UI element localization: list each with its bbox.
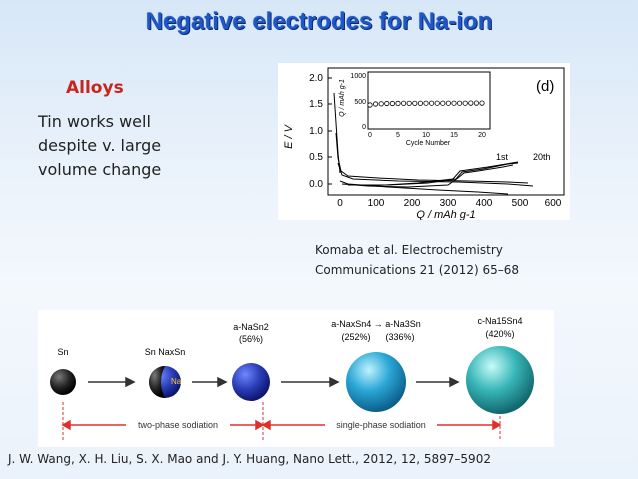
- inset-y-tick: 0: [362, 124, 366, 131]
- nasn2-sphere: [232, 363, 270, 401]
- single-phase-label: single-phase sodiation: [336, 420, 426, 430]
- inset-data-point: [412, 100, 418, 106]
- voltage-profile-figure: E / V 2.0 1.5 1.0 0.5 0.0 0 100 200 300 …: [278, 63, 570, 221]
- x-tick: 300: [440, 198, 457, 209]
- inset-data-point: [451, 100, 457, 106]
- inset-data-point: [468, 100, 474, 106]
- body-text: Tin works well despite v. large volume c…: [38, 110, 198, 182]
- inset-data-point: [457, 100, 463, 106]
- inset-x-tick: 10: [422, 132, 430, 139]
- x-tick: 200: [404, 198, 421, 209]
- inset-plot: Q / mAh g-1 1000 500 0 0 5 10 15 20 Cycl…: [339, 71, 491, 147]
- panel-label: (d): [536, 78, 554, 95]
- na3sn-sphere: [346, 352, 406, 412]
- inset-data-point: [395, 100, 401, 107]
- inset-data-point: [401, 100, 407, 106]
- reference-komaba: Komaba et al. Electrochemistry Communica…: [315, 240, 519, 280]
- reference-line: Communications 21 (2012) 65–68: [315, 263, 519, 277]
- phase-labels: Sn Sn NaxSn a-NaSn2 (56%) a-NaxSn4 → a-N…: [57, 316, 522, 357]
- y-tick: 1.0: [309, 126, 323, 137]
- x-tick: 500: [512, 198, 529, 209]
- y-tick: 0.0: [309, 179, 323, 190]
- y-ticks: 2.0 1.5 1.0 0.5 0.0: [309, 73, 323, 190]
- phase-label-naxsn4-na3sn: a-NaxSn4 → a-Na3Sn: [331, 319, 421, 329]
- x-ticks: 0 100 200 300 400 500 600: [337, 198, 562, 209]
- label-bg: [126, 418, 230, 431]
- expansion-label: (56%): [239, 334, 263, 344]
- expansion-label: (336%): [385, 332, 414, 342]
- x-tick: 400: [476, 198, 493, 209]
- phase-label-na15sn4: c-Na15Sn4: [477, 316, 522, 326]
- inset-data-point: [462, 100, 468, 106]
- x-axis-label: Q / mAh g-1: [416, 209, 475, 220]
- charge-discharge-curves: [333, 92, 534, 195]
- reference-line: Komaba et al. Electrochemistry: [315, 243, 503, 257]
- inset-data-point: [423, 100, 429, 106]
- inset-y-tick: 1000: [350, 73, 366, 80]
- na-inner-label: Na: [171, 377, 182, 386]
- inset-data-point: [367, 102, 373, 108]
- body-line: despite v. large: [38, 136, 162, 155]
- sodiation-figure: Sn Sn NaxSn a-NaSn2 (56%) a-NaxSn4 → a-N…: [38, 310, 554, 447]
- slide-title: Negative electrodes for Na-ion: [145, 8, 493, 35]
- x-tick: 100: [368, 198, 385, 209]
- x-tick: 600: [545, 198, 562, 209]
- inset-data-point: [440, 100, 446, 106]
- y-tick: 2.0: [309, 73, 323, 84]
- inset-data-point: [473, 100, 479, 106]
- inset-data-point: [373, 101, 379, 107]
- process-arrows: [88, 376, 460, 388]
- cycle-label-20th: 20th: [533, 152, 551, 162]
- inset-y-label: Q / mAh g-1: [339, 79, 346, 117]
- expansion-label: (252%): [341, 332, 370, 342]
- inset-data-point: [389, 100, 396, 107]
- inset-data-point: [384, 100, 390, 107]
- expansion-label: (420%): [485, 329, 514, 339]
- cycle-label-1st: 1st: [496, 152, 509, 162]
- inset-x-tick: 20: [478, 132, 486, 139]
- inset-data-point: [434, 100, 440, 106]
- inset-x-tick: 5: [396, 132, 400, 139]
- na15sn4-sphere: [466, 346, 534, 414]
- reference-wang: J. W. Wang, X. H. Liu, S. X. Mao and J. …: [8, 452, 491, 466]
- inset-data-point: [406, 100, 412, 106]
- body-line: volume change: [38, 160, 162, 179]
- inset-y-tick: 500: [354, 99, 366, 106]
- inset-capacity-points: [367, 100, 485, 108]
- phase-dividers: [62, 402, 501, 440]
- sn-sphere: [50, 369, 76, 395]
- inset-data-point: [479, 100, 485, 106]
- inset-data-point: [445, 100, 451, 106]
- inset-data-point: [417, 100, 423, 106]
- y-tick: 1.5: [309, 99, 323, 110]
- phase-label-nasn2: a-NaSn2: [233, 322, 269, 332]
- label-bg: [325, 418, 437, 431]
- inset-x-tick: 15: [450, 132, 458, 139]
- phase-label-sn: Sn: [57, 347, 68, 357]
- inset-x-label: Cycle Number: [406, 140, 451, 147]
- y-axis-label: E / V: [283, 123, 295, 149]
- body-line: Tin works well: [38, 112, 151, 131]
- inset-data-point: [429, 100, 435, 106]
- inset-x-tick: 0: [368, 132, 372, 139]
- y-tick: 0.5: [309, 152, 323, 163]
- sn-naxsn-sphere: Na: [149, 366, 182, 398]
- inset-data-point: [378, 101, 384, 107]
- x-tick: 0: [337, 198, 343, 209]
- section-label: Alloys: [66, 78, 124, 98]
- phase-label-sn-naxsn: Sn NaxSn: [145, 347, 186, 357]
- two-phase-label: two-phase sodiation: [138, 420, 218, 430]
